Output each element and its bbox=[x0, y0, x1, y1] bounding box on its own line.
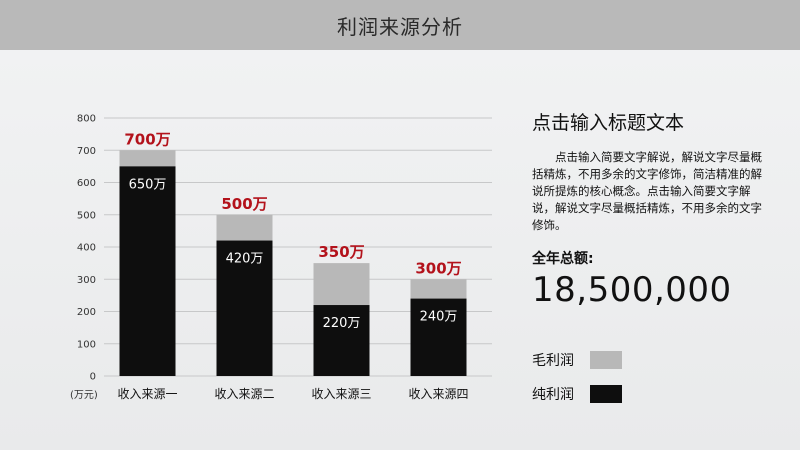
side-panel: 点击输入标题文本 点击输入简要文字解说，解说文字尽量概括精炼，不用多余的文字修饰… bbox=[532, 108, 772, 310]
y-tick-label: 700 bbox=[77, 146, 96, 157]
header-bar: 利润来源分析 bbox=[0, 0, 800, 50]
y-tick-label: 300 bbox=[77, 275, 96, 286]
legend-swatch-gross bbox=[590, 351, 622, 369]
bar-net-label: 650万 bbox=[129, 177, 167, 192]
bar-gross-label: 700万 bbox=[124, 130, 170, 148]
bar-net-label: 220万 bbox=[323, 316, 361, 331]
x-category-label: 收入来源一 bbox=[117, 387, 177, 401]
x-category-label: 收入来源二 bbox=[214, 387, 274, 401]
y-unit-label: (万元) bbox=[70, 390, 98, 401]
legend-item-net: 纯利润 bbox=[532, 384, 622, 404]
bar-net bbox=[119, 166, 176, 376]
bar-net-label: 240万 bbox=[420, 310, 458, 325]
legend-label-gross: 毛利润 bbox=[532, 353, 574, 369]
side-title[interactable]: 点击输入标题文本 bbox=[532, 112, 685, 134]
page-title: 利润来源分析 bbox=[337, 14, 463, 39]
bar-gross-label: 300万 bbox=[415, 259, 461, 277]
bar-net bbox=[216, 240, 273, 376]
bar-chart: 0 100 200 300 400 500 600 700 800 (万元) 700万 650万收入来… bbox=[70, 114, 492, 401]
y-tick-label: 400 bbox=[77, 243, 96, 254]
total-caption: 全年总额: bbox=[532, 251, 594, 267]
y-tick-label: 800 bbox=[77, 114, 96, 125]
y-tick-label: 500 bbox=[77, 210, 96, 221]
y-tick-label: 200 bbox=[77, 307, 96, 318]
chart-legend: 毛利润 纯利润 bbox=[532, 350, 622, 418]
legend-item-gross: 毛利润 bbox=[532, 350, 622, 370]
y-tick-label: 100 bbox=[77, 339, 96, 350]
total-value: 18,500,000 bbox=[532, 270, 732, 310]
legend-label-net: 纯利润 bbox=[532, 387, 574, 403]
bar-net bbox=[313, 305, 370, 376]
bar-net bbox=[410, 298, 467, 376]
bar-net-label: 420万 bbox=[226, 252, 264, 267]
side-description[interactable]: 点击输入简要文字解说，解说文字尽量概括精炼，不用多余的文字修饰，简洁精准的解说所… bbox=[532, 150, 762, 232]
legend-swatch-net bbox=[590, 385, 622, 403]
y-tick-label: 0 bbox=[90, 372, 96, 383]
bar-gross-label: 350万 bbox=[318, 243, 364, 261]
bar-gross-label: 500万 bbox=[221, 195, 267, 213]
x-category-label: 收入来源四 bbox=[408, 387, 468, 401]
y-tick-label: 600 bbox=[77, 178, 96, 189]
x-category-label: 收入来源三 bbox=[311, 387, 371, 401]
